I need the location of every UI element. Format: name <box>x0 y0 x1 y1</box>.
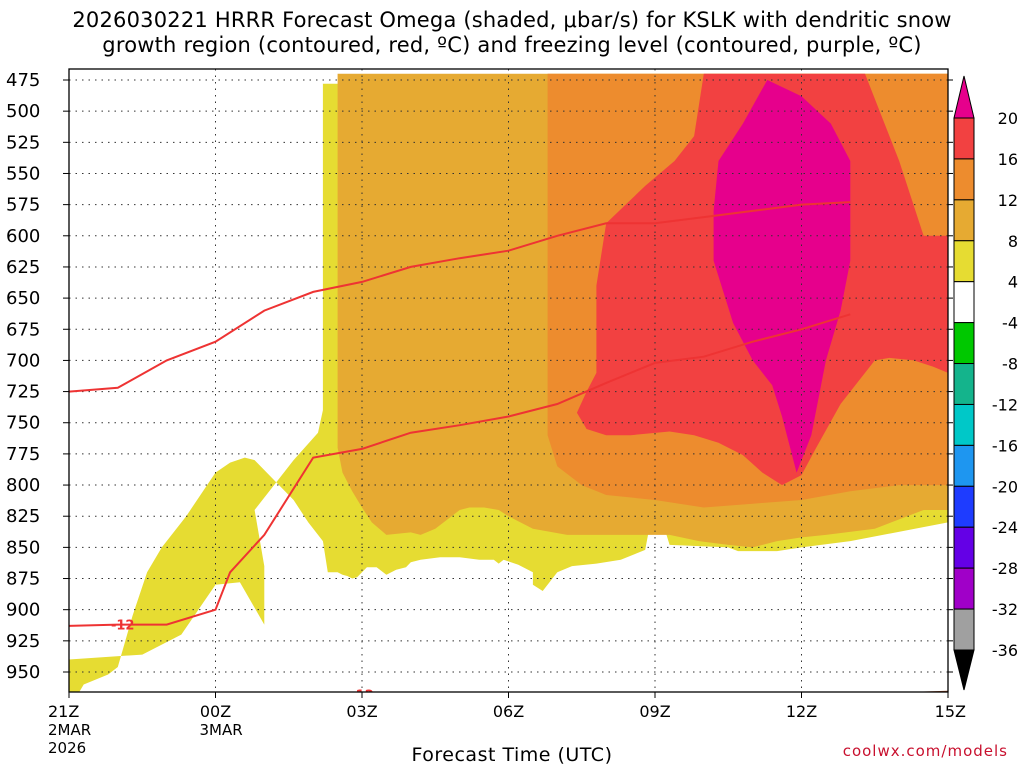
dgz-contour-line <box>284 694 509 697</box>
x-tick-label: 03Z <box>346 702 377 721</box>
colorbar-swatch <box>953 363 975 405</box>
x-tick-label: 00Z <box>200 702 231 721</box>
omega-field-20 <box>713 80 851 473</box>
chart-title-line1: 2026030221 HRRR Forecast Omega (shaded, … <box>72 8 952 32</box>
y-tick-label: 725 <box>6 382 40 403</box>
colorbar-label: 20 <box>998 109 1018 128</box>
x-tick-label: 06Z <box>493 702 524 721</box>
colorbar-swatch <box>953 281 975 324</box>
y-tick-label: 575 <box>6 195 40 216</box>
x-tick-label: 12Z <box>786 702 817 721</box>
chart-title-line2: growth region (contoured, red, ºC) and f… <box>102 33 922 57</box>
colorbar-label: 12 <box>998 191 1018 210</box>
y-tick-label: 475 <box>6 70 40 91</box>
y-tick-label: 825 <box>6 506 40 527</box>
x-tick-year: 2026 <box>48 739 86 757</box>
y-tick-label: 800 <box>6 475 40 496</box>
x-axis-label: Forecast Time (UTC) <box>411 744 613 766</box>
colorbar-swatch <box>953 608 975 651</box>
source-credit: coolwx.com/models <box>842 742 1008 760</box>
y-tick-label: 700 <box>6 350 40 371</box>
colorbar-label: -24 <box>992 518 1018 537</box>
colorbar-swatch <box>953 485 975 528</box>
y-tick-label: 600 <box>6 226 40 247</box>
y-tick-label: 875 <box>6 569 40 590</box>
y-tick-label: 500 <box>6 101 40 122</box>
x-tick-label: 15Z <box>935 702 966 721</box>
colorbar-swatch <box>953 75 975 119</box>
colorbar-label: -32 <box>992 600 1018 619</box>
y-tick-label: 625 <box>6 257 40 278</box>
y-tick-label: 850 <box>6 537 40 558</box>
y-tick-label: 950 <box>6 662 40 683</box>
dgz-contour-label: -12 <box>350 688 374 703</box>
colorbar-swatch <box>953 444 975 487</box>
colorbar-label: 8 <box>1008 232 1018 251</box>
x-tick-date: 2MAR <box>48 721 91 739</box>
colorbar-label: -4 <box>1002 314 1018 333</box>
dgz-contour-line <box>69 313 851 627</box>
x-tick-date: 3MAR <box>200 721 243 739</box>
colorbar-swatch <box>953 649 975 691</box>
y-tick-label: 675 <box>6 319 40 340</box>
colorbar-swatch <box>953 567 975 610</box>
colorbar-swatch <box>953 199 975 242</box>
colorbar-swatch <box>953 158 975 201</box>
colorbar-label: -36 <box>992 641 1018 660</box>
colorbar-label: 16 <box>998 150 1018 169</box>
colorbar-label: 4 <box>1008 273 1018 292</box>
x-tick-label: 21Z <box>48 702 79 721</box>
x-tick-label: 09Z <box>639 702 670 721</box>
y-tick-label: 925 <box>6 631 40 652</box>
colorbar-swatch <box>953 403 975 446</box>
y-tick-label: 550 <box>6 163 40 184</box>
y-tick-label: 775 <box>6 444 40 465</box>
colorbar-label: -16 <box>992 436 1018 455</box>
colorbar-swatch <box>953 526 975 569</box>
colorbar-label: -12 <box>992 395 1018 414</box>
y-tick-label: 650 <box>6 288 40 309</box>
dgz-contour-line <box>69 201 851 393</box>
y-tick-label: 900 <box>6 600 40 621</box>
dgz-contour-label: -12 <box>111 619 135 634</box>
colorbar-label: -8 <box>1002 355 1018 374</box>
colorbar-label: -20 <box>992 477 1018 496</box>
colorbar-swatch <box>953 322 975 365</box>
y-tick-label: 525 <box>6 132 40 153</box>
colorbar-swatch <box>953 117 975 160</box>
y-tick-label: 750 <box>6 413 40 434</box>
colorbar-swatch <box>953 240 975 283</box>
colorbar-label: -28 <box>992 559 1018 578</box>
